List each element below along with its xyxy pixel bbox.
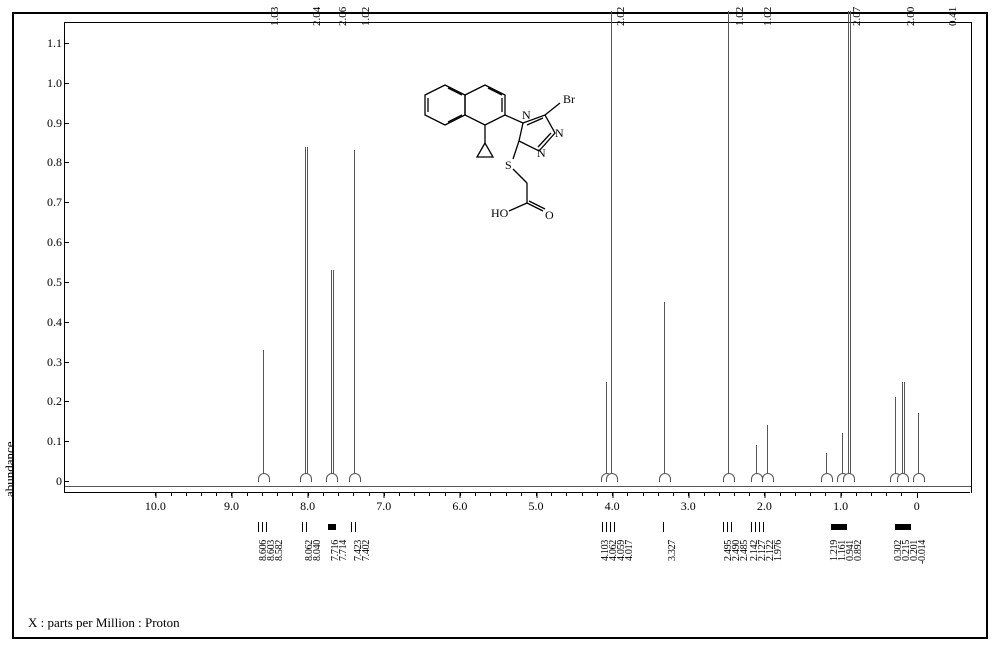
peak-ppm-label: 7.714 [338, 540, 349, 561]
integration-label: 1.03 [269, 7, 281, 26]
peak-ppm-label: -0.014 [917, 540, 928, 564]
y-tick: 0 [56, 475, 65, 487]
y-tick: 0.5 [47, 276, 65, 288]
plot-area: 00.10.20.30.40.50.60.70.80.91.01.1 1.032… [64, 22, 972, 493]
integration-label: 2.00 [905, 7, 917, 26]
x-tick: 7.0 [376, 493, 391, 514]
y-tick: 0.2 [47, 395, 65, 407]
nmr-peak [918, 413, 919, 481]
x-tick: 4.0 [605, 493, 620, 514]
y-tick: 0.7 [47, 196, 65, 208]
x-tick: 8.0 [300, 493, 315, 514]
svg-text:N: N [555, 126, 564, 140]
y-tick: 0.1 [47, 435, 65, 447]
svg-text:N: N [522, 108, 531, 122]
nmr-peak [848, 11, 851, 481]
spectrum-frame: abundance 00.10.20.30.40.50.60.70.80.91.… [12, 12, 988, 639]
nmr-peak [263, 350, 264, 481]
x-tick: 6.0 [452, 493, 467, 514]
y-tick: 0.8 [47, 156, 65, 168]
peak-ppm-label: 7.402 [361, 540, 372, 561]
x-axis-label: X : parts per Million : Proton [28, 615, 180, 631]
x-tick: 3.0 [681, 493, 696, 514]
x-axis: 10.0 9.0 8.0 7.0 6.0 5.0 4.0 3.0 2.0 1.0 0 [64, 492, 970, 515]
molecular-structure: Br N N N S O HO [405, 65, 605, 235]
x-tick: 9.0 [224, 493, 239, 514]
peak-ppm-label: 8.582 [274, 540, 285, 561]
peak-label-region: 8.6068.6038.5828.0628.0407.7167.7147.423… [64, 522, 970, 617]
integration-label: 1.02 [762, 7, 774, 26]
x-tick: 2.0 [757, 493, 772, 514]
integration-label: 1.02 [734, 7, 746, 26]
nmr-peak [728, 11, 729, 481]
y-axis-label: abundance [2, 441, 18, 497]
svg-text:N: N [537, 146, 546, 160]
y-tick: 0.4 [47, 316, 65, 328]
svg-text:O: O [545, 208, 554, 222]
integration-label: 2.07 [851, 7, 863, 26]
y-tick: 1.0 [47, 77, 65, 89]
nmr-peak [606, 382, 607, 482]
nmr-peak [902, 382, 905, 482]
svg-text:Br: Br [563, 92, 575, 106]
x-tick: 1.0 [833, 493, 848, 514]
y-tick: 1.1 [47, 37, 65, 49]
integration-label: 2.02 [615, 7, 627, 26]
y-tick: 0.9 [47, 117, 65, 129]
y-tick: 0.3 [47, 356, 65, 368]
integration-label: 2.06 [337, 7, 349, 26]
nmr-peak [354, 150, 355, 481]
integration-label: 0.41 [947, 7, 959, 26]
integration-label: 2.04 [311, 7, 323, 26]
svg-text:S: S [505, 158, 512, 172]
x-tick: 5.0 [529, 493, 544, 514]
nmr-peak [331, 270, 334, 481]
nmr-peak [895, 397, 896, 481]
baseline [65, 486, 971, 487]
integration-label: 1.02 [360, 7, 372, 26]
peak-ppm-label: 8.040 [312, 540, 323, 561]
peak-ppm-label: 3.327 [667, 540, 678, 561]
peak-ppm-label: 4.017 [624, 540, 635, 561]
nmr-peak [664, 302, 665, 481]
svg-text:HO: HO [491, 206, 509, 220]
x-tick: 10.0 [145, 493, 166, 514]
peak-ppm-label: 0.892 [853, 540, 864, 561]
x-tick: 0 [914, 493, 920, 514]
peak-ppm-label: 1.976 [773, 540, 784, 561]
nmr-peak [611, 11, 612, 481]
nmr-peak [305, 147, 308, 482]
y-tick: 0.6 [47, 236, 65, 248]
